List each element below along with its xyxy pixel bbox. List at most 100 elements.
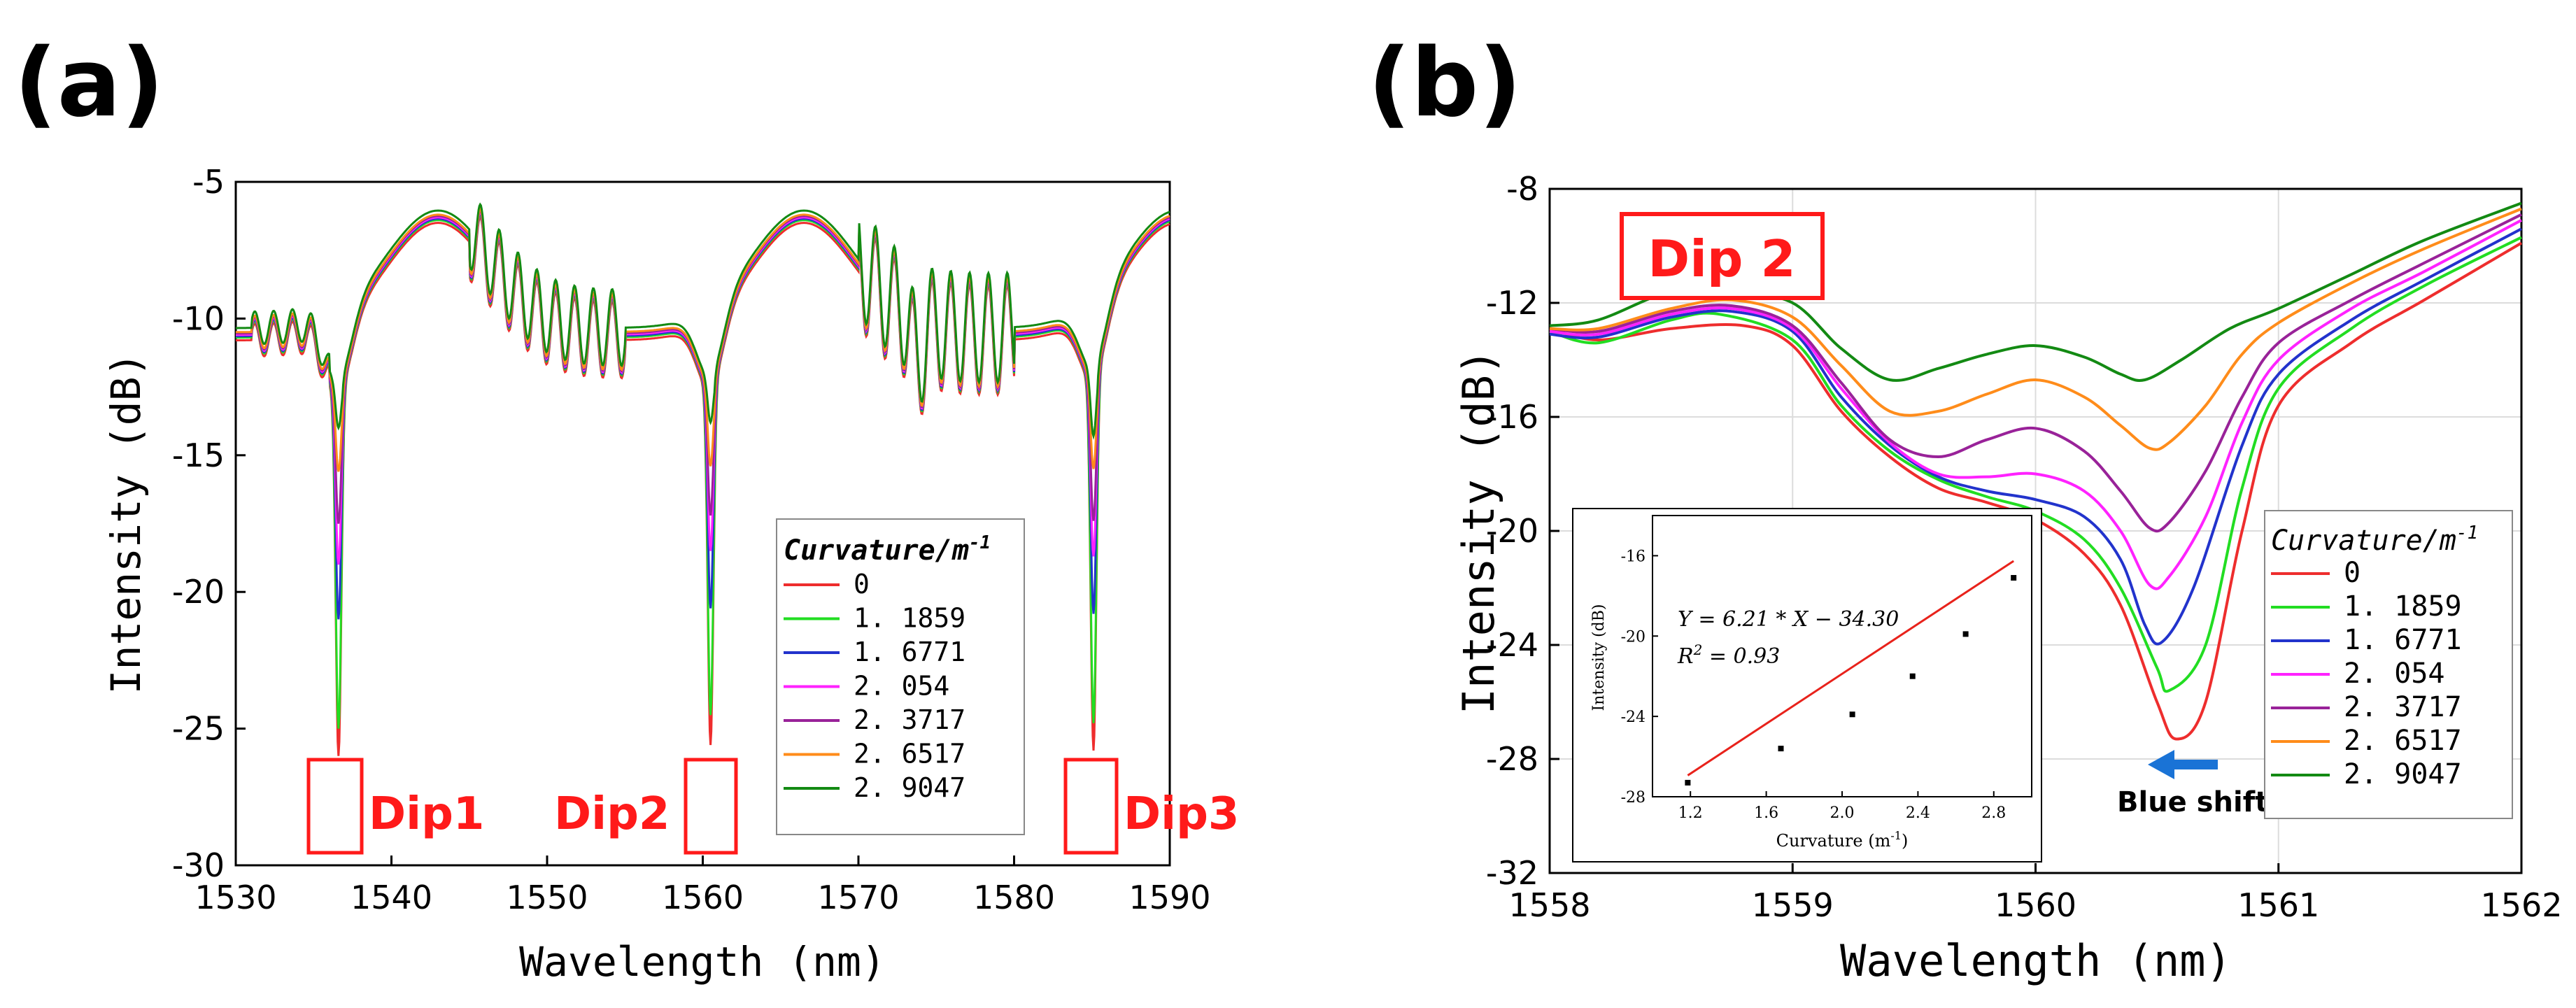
left-arrow-icon [2148,750,2218,779]
x-tick-label-a: 1580 [973,879,1055,916]
inset-r2: R2 = 0.93 [1677,641,1780,669]
legend-label-a-4: 2. 3717 [854,704,965,735]
dip2-title: Dip 2 [1648,229,1795,288]
x-tick-label-a: 1540 [351,879,432,916]
inset-x-label-sup: -1 [1890,829,1902,842]
x-tick-label-b: 1562 [2480,886,2562,924]
inset-y-label: Intensity (dB) [1590,604,1608,711]
series-line-a-6 [236,202,1170,440]
inset-ticks: 1.2 1.6 2.0 2.4 2.8 -16 -20 -24 -28 [1621,548,2007,822]
inset-y-tick-label: -24 [1621,709,1646,726]
inset-marks [1685,560,2017,786]
legend-title-a: Curvature/m-1 [784,532,991,567]
inset-data-point [1778,746,1784,752]
y-tick-label-a: -20 [172,573,225,611]
y-tick-label-a: -5 [192,163,225,201]
inset-data-point [2011,575,2017,581]
x-tick-label-b: 1559 [1752,886,1834,924]
y-tick-label-b: -24 [1486,626,1538,664]
legend-title-b-text: Curvature/m [2271,525,2456,557]
series-line-b-3 [1549,219,2522,590]
inset-x-label: Curvature (m-1) [1776,829,1909,851]
series-line-a-4 [236,208,1170,524]
legend-label-b-3: 2. 054 [2344,658,2445,690]
legend-title-a-text: Curvature/m [784,534,969,567]
inset-plot-area [1652,515,2032,797]
x-tick-label-a: 1570 [817,879,899,916]
legend-label-a-6: 2. 9047 [854,772,965,803]
legend-label-a-0: 0 [854,569,870,599]
y-tick-label-a: -30 [172,846,225,884]
dip1-label: Dip1 [369,788,484,840]
y-axis-label-a: Intensity (dB) [102,353,150,695]
legend-label-a-3: 2. 054 [854,671,949,702]
dip2-title-box [1620,212,1825,300]
inset-r2-label: R [1677,644,1694,669]
legend-title-b-sup: -1 [2456,523,2478,544]
legend-label-a-2: 1. 6771 [854,637,965,667]
legend-title-b: Curvature/m-1 [2271,523,2478,557]
x-tick-label-a: 1550 [506,879,588,916]
y-tick-label-b: -32 [1486,854,1538,892]
legend-label-a-1: 1. 1859 [854,603,965,634]
chart-panel-b: (b) 1558 1559 1560 1561 1562-8-12-16-20-24-2… [1368,28,2563,986]
dip2-label: Dip2 [554,788,670,840]
legend-label-b-2: 1. 6771 [2344,624,2462,656]
inset-y-tick-label: -28 [1621,789,1646,807]
series-line-b-1 [1549,236,2522,693]
dip3-label: Dip3 [1124,788,1239,840]
legend-label-a-5: 2. 6517 [854,739,965,769]
y-tick-label-a: -25 [172,710,225,748]
x-tick-label-b: 1558 [1508,886,1590,924]
y-tick-label-b: -8 [1506,170,1538,208]
legend-label-b-6: 2. 9047 [2344,758,2462,790]
x-tick-label-a: 1560 [662,879,744,916]
y-tick-label-a: -15 [172,436,225,474]
x-tick-label-a: 1590 [1128,879,1210,916]
inset-data-point [1685,779,1691,786]
inset-x-tick-label: 1.6 [1754,804,1778,822]
y-tick-label-b: -20 [1486,512,1538,550]
inset-y-tick-label: -20 [1621,628,1646,646]
inset-x-tick-label: 2.8 [1981,804,2006,822]
dip3-box [1063,758,1119,855]
inset-x-tick-label: 2.4 [1906,804,1930,822]
blue-shift-annotation: Blue shift [2117,750,2268,818]
legend-box-b [2264,510,2513,819]
dip2-box [684,758,738,855]
x-axis-label-b: Wavelength (nm) [1840,935,2232,986]
series-line-a-5 [236,206,1170,472]
chart-panel-a: (a) 1530 1540 1550 1560 1570 1580 1590-5-10-15… [14,28,1239,986]
panel-label-a: (a) [14,28,164,138]
legend-label-b-4: 2. 3717 [2344,691,2462,723]
legend-title-a-sup: -1 [969,532,991,553]
x-tick-label-a: 1530 [194,879,276,916]
legend-label-b-1: 1. 1859 [2344,590,2462,623]
inset-x-label-close: ) [1902,831,1908,851]
inset-equation: Y = 6.21 * X − 34.30 [1678,607,1899,632]
inset-x-label-text: Curvature (m [1776,831,1891,851]
x-tick-label-b: 1561 [2237,886,2319,924]
y-tick-label-b: -12 [1486,284,1538,322]
inset-data-point [1962,631,1969,637]
series-line-b-2 [1549,227,2522,646]
y-tick-label-b: -16 [1486,398,1538,436]
series-line-b-4 [1549,213,2522,533]
inset-data-point [1849,711,1855,718]
y-tick-label-a: -10 [172,299,225,337]
legend-label-b-5: 2. 6517 [2344,725,2462,757]
series-line-a-0 [235,215,1170,756]
series-lines-a [235,202,1170,756]
inset-r2-value: = 0.93 [1702,644,1780,669]
y-axis-label-b: Intensity (dB) [1453,349,1504,715]
dip1-box [306,758,364,855]
inset-x-tick-label: 1.2 [1678,804,1703,822]
x-axis-label-a: Wavelength (nm) [519,938,886,986]
y-tick-label-b: -28 [1486,740,1538,778]
inset-fit-line [1687,560,2014,776]
